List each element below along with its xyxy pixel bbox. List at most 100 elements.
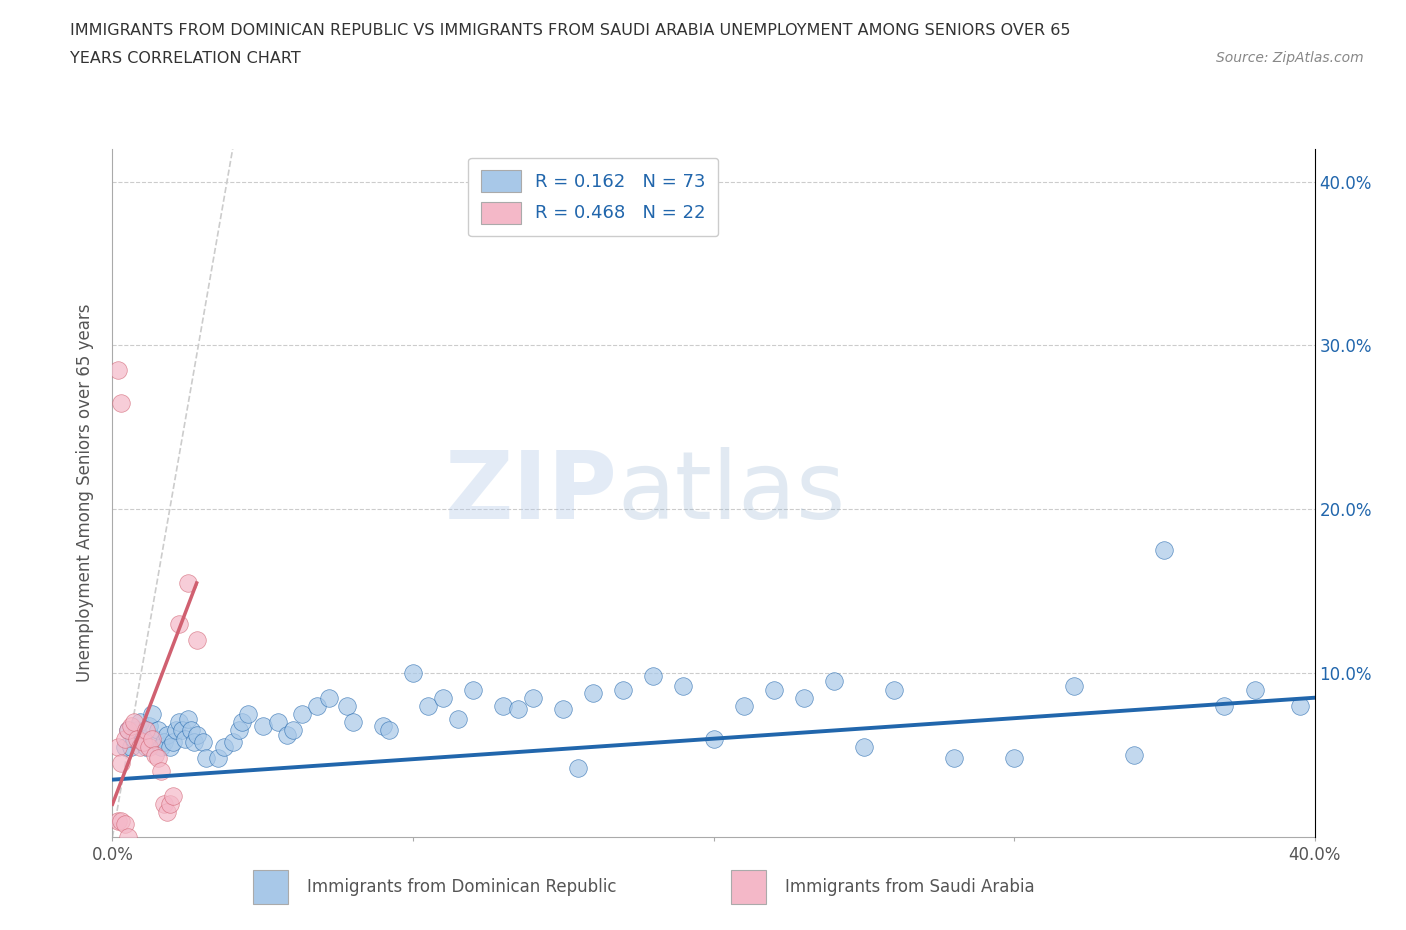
Point — [207, 751, 229, 765]
Point — [1153, 543, 1175, 558]
Point — [194, 751, 217, 765]
Point — [336, 698, 359, 713]
Point — [149, 739, 172, 754]
Point — [141, 731, 163, 746]
Point — [186, 633, 208, 648]
Point — [125, 731, 148, 746]
Point — [183, 735, 205, 750]
Point — [823, 674, 845, 689]
Point — [191, 735, 214, 750]
Point — [143, 731, 166, 746]
Point — [176, 576, 198, 591]
Point — [733, 698, 755, 713]
Point — [167, 617, 190, 631]
Point — [883, 682, 905, 697]
Point — [582, 685, 605, 700]
Point — [125, 723, 148, 737]
Point — [1002, 751, 1025, 765]
Point — [553, 702, 575, 717]
Point — [222, 735, 245, 750]
Point — [1288, 698, 1310, 713]
Point — [107, 813, 129, 828]
Point — [212, 739, 235, 754]
Point — [291, 707, 314, 722]
Point — [131, 735, 153, 750]
Point — [117, 830, 139, 844]
Text: ZIP: ZIP — [444, 447, 617, 538]
Point — [672, 679, 695, 694]
Point — [159, 797, 181, 812]
Point — [793, 690, 815, 705]
Point — [107, 739, 129, 754]
Point — [167, 715, 190, 730]
Point — [228, 723, 250, 737]
Point — [152, 735, 174, 750]
Point — [186, 728, 208, 743]
Point — [416, 698, 439, 713]
Point — [762, 682, 785, 697]
Legend: R = 0.162   N = 73, R = 0.468   N = 22: R = 0.162 N = 73, R = 0.468 N = 22 — [468, 158, 718, 236]
Point — [165, 723, 187, 737]
Point — [146, 723, 169, 737]
Point — [162, 789, 184, 804]
Point — [231, 715, 253, 730]
Point — [432, 690, 454, 705]
Point — [402, 666, 425, 681]
Point — [567, 761, 589, 776]
Point — [135, 739, 157, 754]
Point — [117, 723, 139, 737]
Point — [114, 731, 136, 746]
Point — [128, 739, 150, 754]
Point — [117, 723, 139, 737]
Point — [378, 723, 401, 737]
Point — [236, 707, 259, 722]
Point — [138, 739, 160, 754]
Point — [461, 682, 484, 697]
Point — [114, 739, 136, 754]
Point — [149, 764, 172, 779]
Point — [643, 669, 665, 684]
Point — [305, 698, 328, 713]
Point — [131, 731, 153, 746]
Point — [371, 718, 394, 733]
Text: IMMIGRANTS FROM DOMINICAN REPUBLIC VS IMMIGRANTS FROM SAUDI ARABIA UNEMPLOYMENT : IMMIGRANTS FROM DOMINICAN REPUBLIC VS IM… — [70, 23, 1071, 38]
Point — [267, 715, 290, 730]
Point — [107, 363, 129, 378]
Point — [162, 735, 184, 750]
Point — [152, 797, 174, 812]
Point — [110, 395, 132, 410]
Point — [176, 711, 198, 726]
Point — [141, 707, 163, 722]
Point — [135, 723, 157, 737]
Point — [492, 698, 515, 713]
Point — [942, 751, 965, 765]
Text: atlas: atlas — [617, 447, 845, 538]
Point — [276, 728, 298, 743]
Point — [128, 715, 150, 730]
Point — [1123, 748, 1146, 763]
Point — [122, 731, 145, 746]
Point — [122, 715, 145, 730]
Point — [1063, 679, 1085, 694]
Point — [173, 731, 195, 746]
Point — [170, 723, 193, 737]
Point — [155, 728, 177, 743]
Point — [1243, 682, 1265, 697]
Point — [159, 739, 181, 754]
Point — [146, 751, 169, 765]
FancyBboxPatch shape — [253, 870, 288, 904]
Y-axis label: Unemployment Among Seniors over 65 years: Unemployment Among Seniors over 65 years — [76, 304, 94, 682]
Point — [143, 748, 166, 763]
FancyBboxPatch shape — [731, 870, 766, 904]
Point — [110, 756, 132, 771]
Text: Immigrants from Dominican Republic: Immigrants from Dominican Republic — [307, 878, 616, 896]
Point — [447, 711, 470, 726]
Point — [180, 723, 202, 737]
Text: Immigrants from Saudi Arabia: Immigrants from Saudi Arabia — [785, 878, 1035, 896]
Text: YEARS CORRELATION CHART: YEARS CORRELATION CHART — [70, 51, 301, 66]
Point — [155, 805, 177, 820]
Point — [612, 682, 634, 697]
Point — [852, 739, 875, 754]
Point — [120, 739, 142, 754]
Point — [522, 690, 544, 705]
